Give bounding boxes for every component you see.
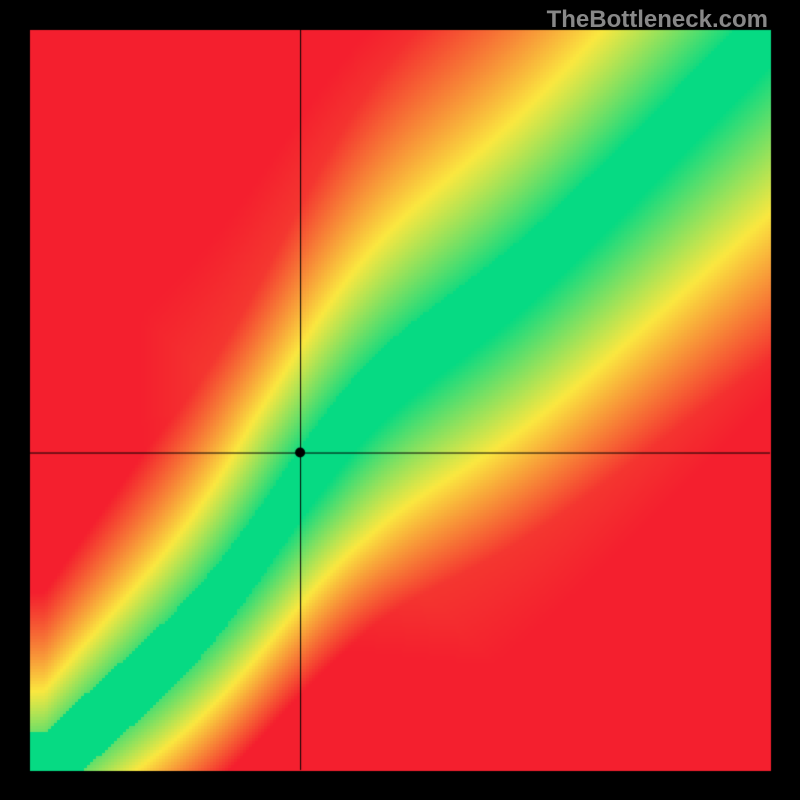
bottleneck-heatmap	[0, 0, 800, 800]
chart-container: TheBottleneck.com	[0, 0, 800, 800]
